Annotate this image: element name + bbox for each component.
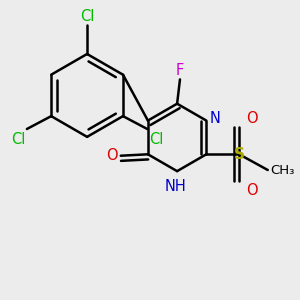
Text: S: S <box>234 147 245 162</box>
Text: O: O <box>106 148 117 163</box>
Text: Cl: Cl <box>149 132 163 147</box>
Text: F: F <box>176 63 184 78</box>
Text: CH₃: CH₃ <box>270 164 294 176</box>
Text: Cl: Cl <box>11 132 26 147</box>
Text: O: O <box>246 111 258 126</box>
Text: Cl: Cl <box>80 9 94 24</box>
Text: O: O <box>246 183 258 198</box>
Text: NH: NH <box>165 179 187 194</box>
Text: N: N <box>210 111 220 126</box>
